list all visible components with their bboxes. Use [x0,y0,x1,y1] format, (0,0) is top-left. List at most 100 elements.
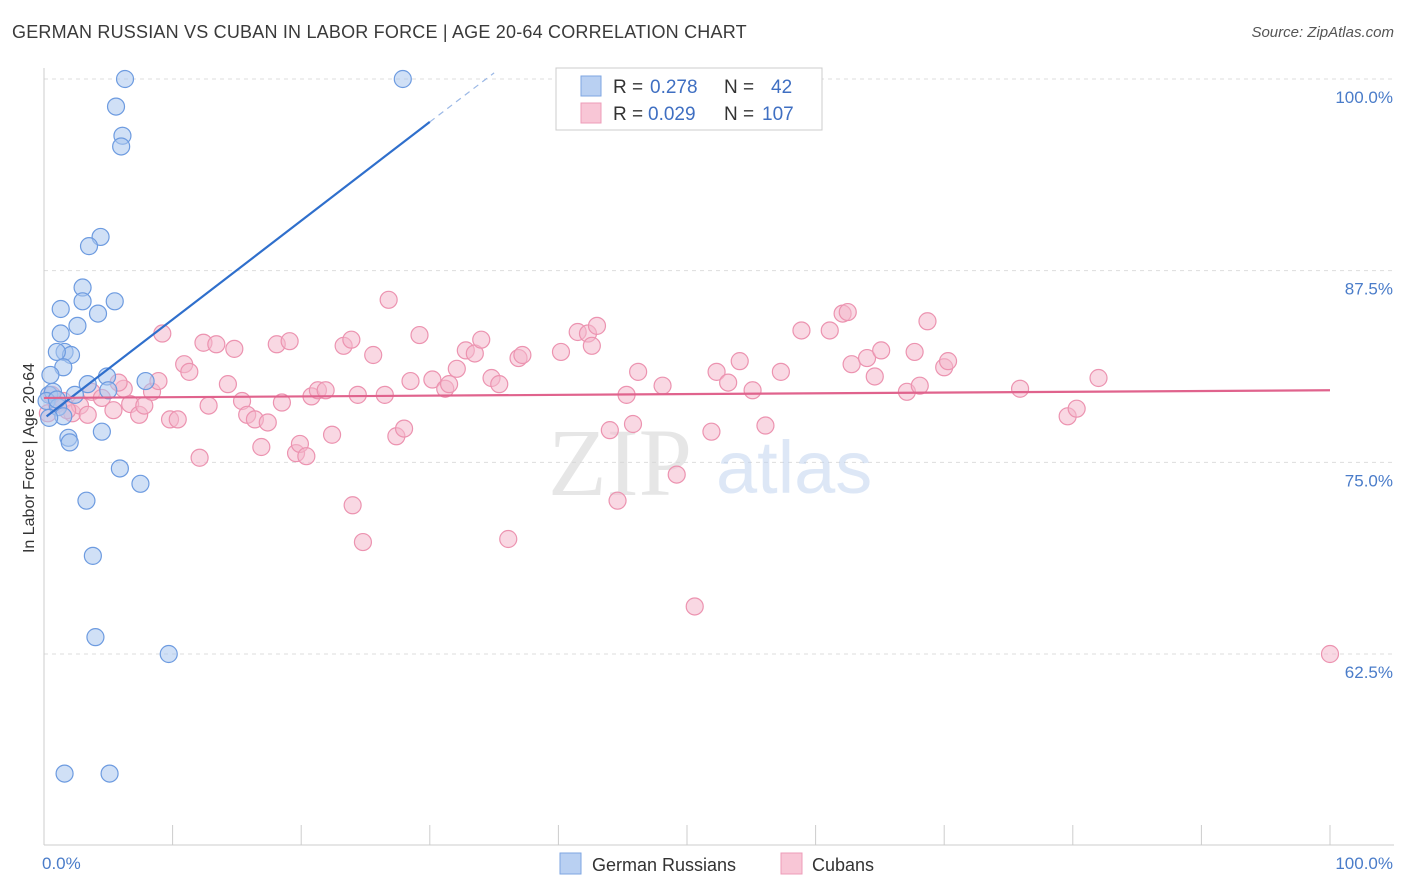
german-russians-point-36 [83,546,102,565]
legend-n-label-1: N = [724,77,754,98]
cubans-point-54 [439,375,459,394]
german-russians-point-29 [40,408,59,427]
german-russians-point-11 [88,304,108,323]
german-russians-point-2 [106,97,126,116]
cubans-point-77 [702,422,721,441]
cubans-point-83 [771,362,790,381]
cubans-point-70 [608,491,627,510]
y-tick-label-1: 75.0% [1345,471,1393,490]
cubans-point-36 [297,447,316,466]
german-russians-point-32 [60,433,79,452]
cubans-point-58 [472,330,491,349]
cubans-point-72 [623,414,643,434]
series-legend-label-german-russians: German Russians [592,855,736,875]
cubans-point-87 [838,302,857,322]
y-tick-label-2: 87.5% [1345,280,1393,299]
cubans-point-97 [938,352,958,371]
german-russians-point-6 [79,237,99,256]
cubans-point-73 [629,362,648,381]
cubans-point-32 [272,393,292,412]
cubans-point-64 [551,342,571,362]
cubans-point-74 [653,376,672,395]
cubans-point-55 [447,359,466,378]
german-russians-point-12 [68,316,87,335]
series-legend-label-cubans: Cubans [812,855,874,875]
german-russians-point-30 [92,422,111,441]
cubans-point-60 [490,375,509,394]
cubans-point-91 [872,341,891,360]
cubans-point-33 [280,332,299,351]
legend-n-value-2: 107 [762,104,794,125]
cubans-point-29 [252,437,271,457]
german-russians-point-4 [112,137,131,156]
blue-points [37,69,412,783]
german-russians-point-35 [77,491,96,510]
cubans-point-68 [587,316,607,335]
cubans-point-8 [104,401,123,420]
cubans-point-67 [582,336,601,355]
cubans-point-39 [316,381,335,400]
watermark-atlas: atlas [716,426,872,509]
german-russians-point-41 [47,390,66,409]
cubans-point-24 [218,375,237,394]
cubans-point-84 [792,321,811,340]
cubans-point-94 [910,376,929,395]
series-legend: German Russians Cubans [559,852,874,875]
y-axis-title: In Labor Force | Age 20-64 [21,363,38,553]
cubans-point-100 [1067,399,1086,418]
cubans-point-45 [353,532,373,552]
trend-lines [43,72,1331,418]
cubans-point-25 [225,339,244,358]
legend-r-value-2: 0.029 [648,104,696,125]
german-russians-point-24 [99,381,118,400]
cubans-point-98 [1010,379,1030,398]
german-russians-point-1 [393,69,412,89]
legend-n-label-2: N = [724,104,754,125]
cubans-point-85 [820,321,839,340]
german-russians-point-13 [51,324,70,343]
cubans-point-19 [180,362,199,381]
german-russians-point-33 [110,459,129,478]
cubans-point-89 [857,348,877,368]
german-russians-point-19 [136,371,155,391]
cubans-point-43 [348,385,367,404]
cubans-point-46 [364,345,383,365]
german-russians-point-18 [41,365,60,385]
cubans-point-75 [667,465,686,484]
series-legend-swatch-german-russians [559,852,582,875]
german-russians-point-10 [73,292,92,311]
cubans-point-90 [865,367,884,386]
german-russians-point-39 [55,764,74,783]
watermark: ZIP atlas [548,409,872,516]
german-russians-point-40 [100,764,119,783]
legend-swatch-blue [580,75,602,97]
cubans-point-20 [190,448,209,467]
cubans-point-50 [401,371,420,391]
german-russians-point-34 [131,474,150,493]
cubans-point-47 [379,290,398,309]
cubans-point-40 [322,425,342,444]
x-tick-label-min: 0.0% [42,854,81,873]
german-russians-point-8 [105,292,124,311]
cubans-point-5 [78,405,97,424]
cubans-point-44 [343,496,362,515]
german-russians-point-16 [47,342,66,362]
cubans-point-81 [743,381,762,400]
cubans-point-102 [1320,644,1340,664]
x-axis [43,825,1394,846]
cubans-trend-line [43,389,1331,400]
y-tick-labels: 62.5% 75.0% 87.5% 100.0% [1335,88,1393,682]
y-tick-label-3: 100.0% [1335,88,1393,107]
cubans-point-30 [258,413,277,432]
cubans-point-82 [756,416,775,435]
german-russians-point-38 [159,644,178,664]
german-russians-point-37 [86,628,105,647]
cubans-point-76 [685,597,704,616]
cubans-point-88 [842,355,861,374]
x-tick-label-max: 100.0% [1335,854,1393,873]
german-russians-trend-line [45,121,431,418]
legend-r-value-1: 0.278 [650,77,698,98]
legend-swatch-pink [580,102,602,124]
cubans-point-80 [730,352,749,371]
